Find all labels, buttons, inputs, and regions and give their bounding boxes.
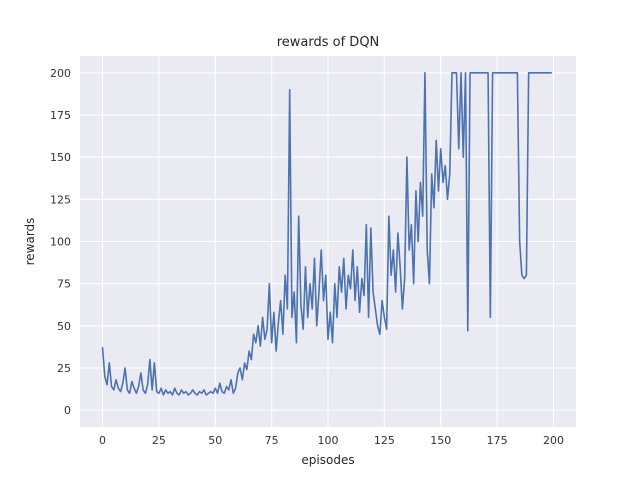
y-axis-tick-labels: 0 25 50 75 100 125 150 175 200	[50, 67, 71, 417]
y-tick-label: 100	[50, 236, 71, 249]
x-tick-label: 125	[374, 434, 395, 447]
y-tick-label: 150	[50, 151, 71, 164]
y-tick-label: 200	[50, 67, 71, 80]
x-tick-label: 100	[318, 434, 339, 447]
x-tick-label: 50	[208, 434, 222, 447]
x-tick-label: 75	[265, 434, 279, 447]
x-tick-label: 200	[543, 434, 564, 447]
y-axis-label: rewards	[23, 218, 37, 266]
x-tick-label: 150	[430, 434, 451, 447]
x-tick-label: 175	[487, 434, 508, 447]
y-tick-label: 0	[64, 404, 71, 417]
x-axis-label: episodes	[301, 453, 354, 467]
reward-line	[101, 72, 552, 396]
y-tick-label: 25	[57, 362, 71, 375]
y-tick-label: 75	[57, 278, 71, 291]
y-tick-label: 125	[50, 193, 71, 206]
y-tick-label: 50	[57, 320, 71, 333]
chart-title: rewards of DQN	[277, 35, 380, 50]
x-axis-tick-labels: 0 25 50 75 100 125 150 175 200	[99, 434, 564, 447]
x-tick-label: 0	[99, 434, 106, 447]
y-tick-label: 175	[50, 109, 71, 122]
x-tick-label: 25	[152, 434, 166, 447]
